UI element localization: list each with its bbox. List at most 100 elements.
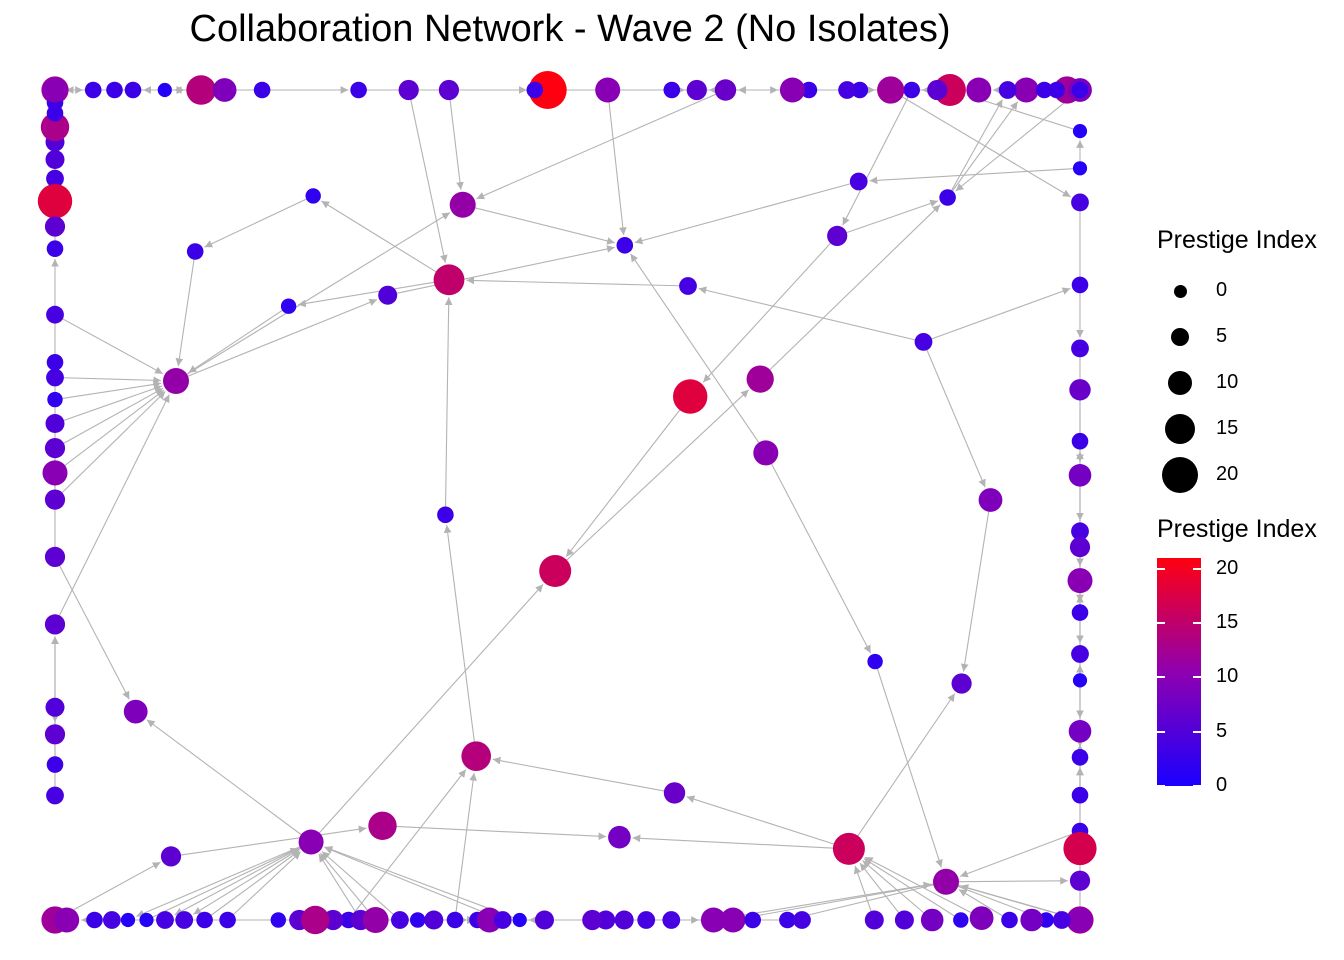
edge xyxy=(175,251,196,367)
node xyxy=(832,832,865,865)
size-legend-dot xyxy=(1170,327,1190,347)
edge xyxy=(321,200,450,281)
size-legend-label: 10 xyxy=(1216,371,1239,393)
node xyxy=(914,333,933,351)
node xyxy=(476,907,502,933)
edge xyxy=(170,825,367,857)
node xyxy=(1013,77,1039,103)
node xyxy=(44,489,66,510)
edge xyxy=(759,204,941,380)
color-legend-label: 0 xyxy=(1216,774,1228,796)
edges-layer xyxy=(51,84,1084,924)
edge xyxy=(382,825,607,841)
color-bar-tick xyxy=(1157,730,1165,733)
node xyxy=(45,414,65,433)
node xyxy=(595,77,621,103)
edge xyxy=(204,850,300,921)
node xyxy=(1071,339,1089,358)
node xyxy=(163,368,189,394)
node xyxy=(867,653,883,670)
edge xyxy=(387,245,615,296)
node xyxy=(54,907,80,933)
node xyxy=(851,81,869,99)
node xyxy=(1067,907,1093,933)
node xyxy=(1069,379,1091,401)
node xyxy=(270,912,286,928)
edge xyxy=(54,387,164,449)
node xyxy=(37,184,73,219)
edge xyxy=(298,279,450,308)
edge xyxy=(476,89,726,200)
edge xyxy=(554,389,750,572)
node xyxy=(175,911,194,929)
node xyxy=(1071,522,1089,541)
size-legend-dot xyxy=(1164,413,1196,445)
edge xyxy=(947,101,1019,198)
edge xyxy=(188,305,289,374)
node xyxy=(305,188,321,204)
edge xyxy=(848,693,956,850)
node xyxy=(433,264,465,296)
node xyxy=(1063,831,1097,866)
node xyxy=(157,82,172,98)
edge xyxy=(890,89,1071,198)
node xyxy=(608,825,631,849)
node xyxy=(933,868,959,895)
node xyxy=(1071,749,1089,766)
edge xyxy=(698,286,924,343)
edge xyxy=(321,851,401,921)
node xyxy=(1068,720,1092,743)
nodes-layer xyxy=(37,71,1097,935)
node xyxy=(637,911,656,929)
node xyxy=(46,368,64,387)
edge xyxy=(945,877,1068,885)
edge xyxy=(797,881,947,920)
node xyxy=(1069,537,1091,558)
edge xyxy=(136,841,312,917)
edge xyxy=(54,556,130,700)
color-bar-tick xyxy=(1157,622,1165,625)
edge xyxy=(842,89,913,226)
edge xyxy=(966,94,1081,132)
edge xyxy=(947,99,1003,198)
node xyxy=(42,77,68,103)
color-bar-tick xyxy=(1193,785,1201,787)
node xyxy=(186,243,204,260)
node xyxy=(46,169,64,188)
color-bar xyxy=(1157,558,1201,786)
network-graph xyxy=(37,71,1097,935)
edge xyxy=(454,772,477,921)
node xyxy=(42,460,68,486)
edge xyxy=(174,841,312,916)
edge xyxy=(960,499,992,672)
node xyxy=(47,391,63,408)
node xyxy=(86,911,103,929)
node xyxy=(714,79,737,101)
node xyxy=(123,699,148,724)
color-legend-label: 15 xyxy=(1216,611,1239,634)
node xyxy=(1071,432,1089,450)
node xyxy=(46,104,64,122)
node xyxy=(40,112,70,142)
node xyxy=(753,440,779,466)
node xyxy=(449,191,476,218)
node xyxy=(616,237,634,254)
node xyxy=(838,81,856,99)
node xyxy=(978,488,1003,512)
node xyxy=(920,908,944,932)
color-bar-tick xyxy=(1193,676,1201,679)
node xyxy=(539,555,572,587)
node xyxy=(720,907,746,933)
node xyxy=(398,79,419,101)
node xyxy=(124,81,142,99)
node xyxy=(106,81,123,99)
node xyxy=(746,365,774,393)
color-bar-tick xyxy=(1157,785,1165,787)
edge xyxy=(765,452,872,654)
node xyxy=(378,285,398,305)
edge xyxy=(922,341,986,488)
edge xyxy=(955,89,1081,192)
edge xyxy=(630,253,767,454)
node xyxy=(864,910,884,930)
node xyxy=(46,756,64,773)
